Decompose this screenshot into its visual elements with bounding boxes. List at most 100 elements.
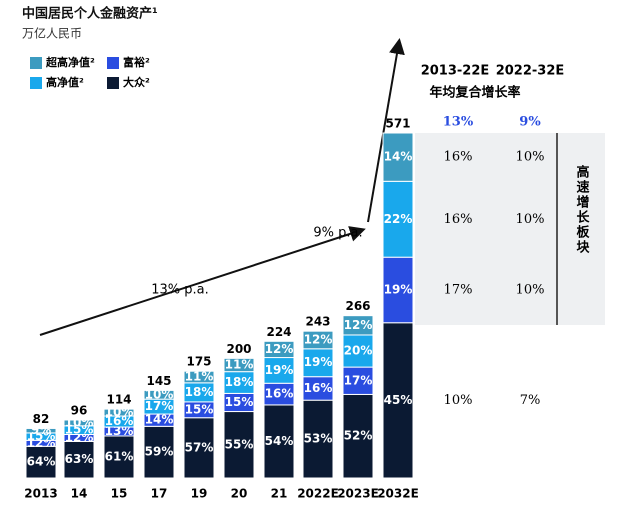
data-label: 19% <box>304 355 333 369</box>
chart-title: 中国居民个人金融资产¹ <box>22 6 158 22</box>
total-label: 114 <box>106 393 131 407</box>
table-cell: 10% <box>516 150 545 165</box>
data-label: 20% <box>344 344 373 358</box>
data-label: 55% <box>225 437 254 451</box>
data-label: 12% <box>265 342 294 356</box>
legend-swatch <box>107 57 119 69</box>
legend-label: 富裕² <box>123 55 150 69</box>
chart-subtitle: 万亿人民币 <box>22 26 82 41</box>
annotation: 13% p.a. <box>151 283 209 298</box>
legend-label: 大众² <box>123 75 150 89</box>
x-tick-label: 2023E <box>337 487 379 501</box>
data-label: 14% <box>145 413 174 427</box>
bar-segment <box>342 366 374 395</box>
arrow <box>39 226 366 336</box>
data-label: 52% <box>344 429 373 443</box>
data-label: 45% <box>384 393 413 407</box>
table-cell: 10% <box>444 393 473 408</box>
data-label: 11% <box>225 358 254 372</box>
bar-segment <box>382 180 414 258</box>
data-label: 17% <box>344 373 373 387</box>
data-label: 17% <box>145 399 174 413</box>
annotation: 9% p.a. <box>313 226 362 241</box>
bar-segment <box>302 330 334 350</box>
legend-swatch <box>30 77 42 89</box>
total-label: 82 <box>33 412 50 426</box>
data-label: 22% <box>384 212 413 226</box>
table-cell: 17% <box>444 282 473 297</box>
bar-segment <box>263 357 295 384</box>
bar-segment <box>143 389 175 400</box>
data-label: 19% <box>265 363 294 377</box>
bar-segment <box>143 425 175 479</box>
x-tick-label: 17 <box>151 487 168 501</box>
data-label: 19% <box>384 282 413 296</box>
x-tick-label: 2013 <box>24 487 57 501</box>
side-label: 高速增长板块 <box>574 164 590 255</box>
total-label: 266 <box>345 299 370 313</box>
total-label: 571 <box>385 117 410 131</box>
highlight-panel <box>415 133 605 325</box>
legend-label: 超高净值² <box>45 55 95 69</box>
x-tick-label: 15 <box>111 487 128 501</box>
total-label: 243 <box>305 315 330 329</box>
data-label: 14% <box>384 150 413 164</box>
data-label: 10% <box>105 405 134 419</box>
data-label: 16% <box>265 387 294 401</box>
bar-segment <box>25 427 57 434</box>
table-cell: 7% <box>520 393 541 408</box>
total-label: 200 <box>226 342 251 356</box>
bar-segment <box>63 419 95 427</box>
data-label: 57% <box>185 440 214 454</box>
bar-segment <box>382 256 414 324</box>
bar-segment <box>342 334 374 368</box>
table-caption: 年均复合增长率 <box>429 85 520 101</box>
bar-segment <box>342 315 374 336</box>
total-label: 175 <box>186 355 211 369</box>
data-label: 18% <box>185 385 214 399</box>
table-header: 2013-22E <box>421 64 490 79</box>
data-label: 61% <box>105 449 134 463</box>
data-label: 12% <box>304 332 333 346</box>
total-label: 145 <box>146 374 171 388</box>
x-tick-label: 2032E <box>377 487 419 501</box>
legend-swatch <box>30 57 42 69</box>
data-label: 10% <box>65 415 94 429</box>
table-cell: 16% <box>444 150 473 165</box>
data-label: 12% <box>344 318 373 332</box>
data-label: 9% <box>31 423 51 437</box>
data-label: 16% <box>304 381 333 395</box>
data-label: 11% <box>185 370 214 384</box>
table-cell: 9% <box>519 115 541 130</box>
table-cell: 16% <box>444 212 473 227</box>
bar-segment <box>302 399 334 479</box>
table-header: 2022-32E <box>496 64 565 79</box>
x-tick-label: 20 <box>231 487 248 501</box>
table-cell: 10% <box>516 212 545 227</box>
bar-segment <box>382 132 414 182</box>
table-cell: 10% <box>516 282 545 297</box>
data-label: 15% <box>185 402 214 416</box>
data-label: 63% <box>65 452 94 466</box>
table-cell: 13% <box>443 115 474 130</box>
bar-segment <box>183 370 215 384</box>
data-label: 15% <box>225 395 254 409</box>
bar-segment <box>263 340 295 359</box>
total-label: 96 <box>71 403 88 417</box>
bar-segment <box>103 435 135 479</box>
data-label: 54% <box>265 434 294 448</box>
data-label: 10% <box>145 387 174 401</box>
data-label: 59% <box>145 445 174 459</box>
x-tick-label: 2022E <box>297 487 339 501</box>
data-label: 53% <box>304 432 333 446</box>
bar-segment <box>223 357 255 373</box>
legend-swatch <box>107 77 119 89</box>
total-label: 224 <box>266 325 291 339</box>
bar-segment <box>263 404 295 479</box>
x-tick-label: 14 <box>71 487 88 501</box>
data-label: 18% <box>225 375 254 389</box>
bar-segment <box>103 408 135 417</box>
x-tick-label: 19 <box>191 487 208 501</box>
data-label: 64% <box>27 455 56 469</box>
